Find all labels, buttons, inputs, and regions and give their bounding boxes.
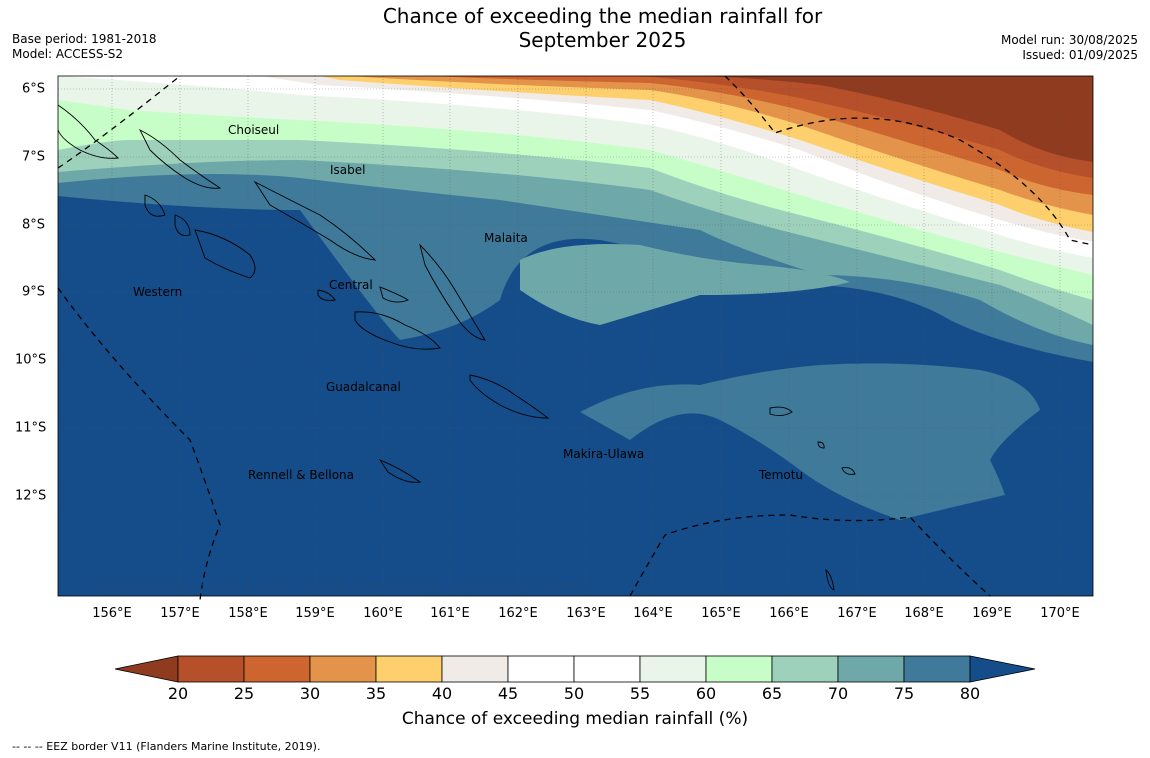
title-line-2: September 2025 [518, 28, 687, 52]
meta-right: Model run: 30/08/2025 Issued: 01/09/2025 [1001, 33, 1138, 63]
lon-label: 157°E [160, 606, 200, 621]
coastlines [57, 104, 856, 591]
meta-left: Base period: 1981-2018 Model: ACCESS-S2 [12, 32, 157, 62]
lat-label: 8°S [22, 217, 46, 233]
bougainville-island [57, 104, 119, 159]
colorbar-tick: 80 [959, 684, 981, 703]
colorbar-tick: 55 [629, 684, 651, 703]
choiseul-island [138, 128, 222, 189]
colorbar-swatch [771, 655, 839, 683]
patch-80-small [746, 339, 766, 345]
region-label-western: Western [133, 285, 183, 299]
patch-70-central [520, 244, 850, 325]
colorbar-swatch [903, 655, 971, 683]
colorbar-tick: 25 [233, 684, 255, 703]
rainfall-map [57, 75, 1094, 600]
colorbar-tick: 20 [167, 684, 189, 703]
lon-label: 156°E [92, 606, 132, 621]
lon-label: 170°E [1040, 606, 1080, 621]
temotu-islands [769, 406, 856, 591]
colorbar-tick: 40 [431, 684, 453, 703]
western-islands [144, 194, 256, 279]
colorbar-swatches [114, 655, 1036, 683]
region-label-makira-ulawa: Makira-Ulawa [563, 447, 645, 461]
eez-footnote: -- -- -- EEZ border V11 (Flanders Marine… [12, 740, 321, 753]
lon-label: 166°E [769, 606, 809, 621]
region-label-temotu: Temotu [759, 468, 804, 482]
region-label-central: Central [329, 278, 373, 292]
issued-date: Issued: 01/09/2025 [1022, 48, 1138, 62]
colorbar-extend-low [114, 655, 179, 683]
lat-label: 7°S [22, 149, 46, 165]
isabel-island [253, 180, 377, 261]
colorbar-tick: 70 [827, 684, 849, 703]
model-run: Model run: 30/08/2025 [1000, 33, 1138, 47]
map-frame [57, 75, 1094, 597]
lat-label: 11°S [15, 420, 47, 436]
region-label-rennell-bellona: Rennell & Bellona [248, 468, 355, 482]
colorbar-swatch [705, 655, 773, 683]
colorbar-tick: 75 [893, 684, 915, 703]
lon-label: 160°E [363, 606, 403, 621]
lon-label: 163°E [566, 606, 606, 621]
colorbar-swatch [573, 655, 641, 683]
makira-island [469, 374, 550, 419]
colorbar-title: Chance of exceeding median rainfall (%) [401, 709, 749, 729]
lon-label: 159°E [295, 606, 335, 621]
base-period: Base period: 1981-2018 [12, 32, 157, 46]
title-line-1: Chance of exceeding the median rainfall … [382, 4, 823, 28]
map-title: Chance of exceeding the median rainfall … [340, 4, 865, 52]
lon-label: 164°E [633, 606, 673, 621]
lon-label: 169°E [972, 606, 1012, 621]
colorbar-swatch [177, 655, 245, 683]
model-name: Model: ACCESS-S2 [12, 47, 124, 61]
colorbar-swatch [375, 655, 443, 683]
region-label-guadalcanal: Guadalcanal [326, 380, 401, 394]
lon-label: 168°E [904, 606, 944, 621]
lat-label: 9°S [22, 284, 46, 300]
patch-75-south [580, 363, 1040, 520]
guadalcanal-island [354, 311, 441, 350]
lon-label: 167°E [837, 606, 877, 621]
colorbar-swatch [309, 655, 377, 683]
region-label-isabel: Isabel [330, 163, 366, 177]
patch-80-inner [830, 305, 888, 320]
colorbar-swatch [441, 655, 509, 683]
lon-label: 165°E [701, 606, 741, 621]
lat-label: 12°S [15, 488, 47, 504]
lon-label: 161°E [430, 606, 470, 621]
malaita-island [419, 243, 486, 341]
lon-label: 158°E [228, 606, 268, 621]
copyright-notice: © Commonwealth of Australia 2025, Bureau… [80, 580, 586, 594]
colorbar-swatch [837, 655, 905, 683]
colorbar-swatch [243, 655, 311, 683]
colorbar-tick: 65 [761, 684, 783, 703]
colorbar-tick: 30 [299, 684, 321, 703]
colorbar-swatch [507, 655, 575, 683]
region-label-choiseul: Choiseul [228, 123, 280, 137]
colorbar-swatch [639, 655, 707, 683]
colorbar-tick: 35 [365, 684, 387, 703]
colorbar-tick: 60 [695, 684, 717, 703]
eez-borders [57, 75, 1094, 600]
central-islands [317, 286, 410, 303]
colorbar-tick: 45 [497, 684, 519, 703]
colorbar-tick: 50 [563, 684, 585, 703]
region-label-malaita: Malaita [484, 231, 528, 245]
lat-label: 10°S [15, 352, 47, 368]
lon-label: 162°E [498, 606, 538, 621]
rennell-island [378, 459, 422, 483]
lat-label: 6°S [22, 81, 46, 97]
colorbar-extend-high [969, 655, 1036, 683]
band-20 [700, 76, 1093, 162]
